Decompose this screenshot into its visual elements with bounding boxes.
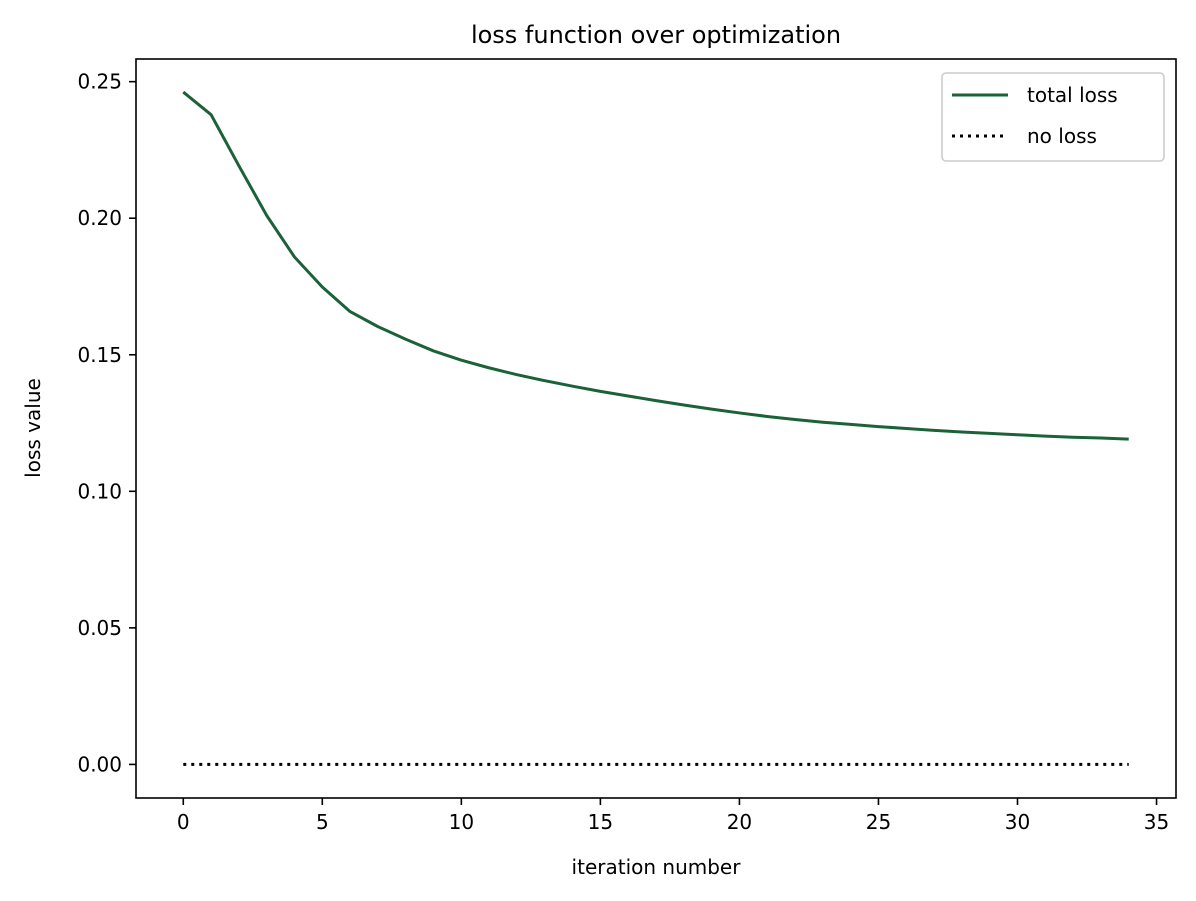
legend-label-total-loss: total loss bbox=[1027, 83, 1118, 107]
legend-label-no-loss: no loss bbox=[1027, 124, 1097, 148]
y-tick-label: 0.20 bbox=[77, 206, 122, 230]
chart-title: loss function over optimization bbox=[471, 21, 841, 49]
y-tick-label: 0.00 bbox=[77, 752, 122, 776]
series-layer bbox=[182, 90, 1129, 766]
x-tick-label: 30 bbox=[1005, 810, 1030, 834]
legend: total loss no loss bbox=[941, 72, 1165, 162]
y-tick-label: 0.10 bbox=[77, 479, 122, 503]
x-tick-label: 15 bbox=[588, 810, 613, 834]
y-axis-title: loss value bbox=[21, 378, 45, 478]
x-axis: 0 5 10 15 20 25 30 35 bbox=[177, 798, 1169, 834]
plot-frame bbox=[135, 58, 1177, 799]
y-tick-label: 0.05 bbox=[77, 616, 122, 640]
y-axis: 0.00 0.05 0.10 0.15 0.20 0.25 bbox=[77, 70, 136, 776]
plot-area bbox=[135, 58, 1177, 799]
y-tick-label: 0.25 bbox=[77, 70, 122, 94]
x-tick-label: 35 bbox=[1144, 810, 1169, 834]
x-tick-label: 10 bbox=[449, 810, 474, 834]
series-line-total-loss bbox=[182, 90, 1129, 441]
x-tick-label: 5 bbox=[316, 810, 329, 834]
plot-background bbox=[136, 59, 1176, 798]
x-tick-label: 25 bbox=[866, 810, 891, 834]
x-tick-label: 0 bbox=[177, 810, 190, 834]
x-tick-label: 20 bbox=[727, 810, 752, 834]
y-tick-label: 0.15 bbox=[77, 343, 122, 367]
x-axis-title: iteration number bbox=[572, 855, 742, 879]
